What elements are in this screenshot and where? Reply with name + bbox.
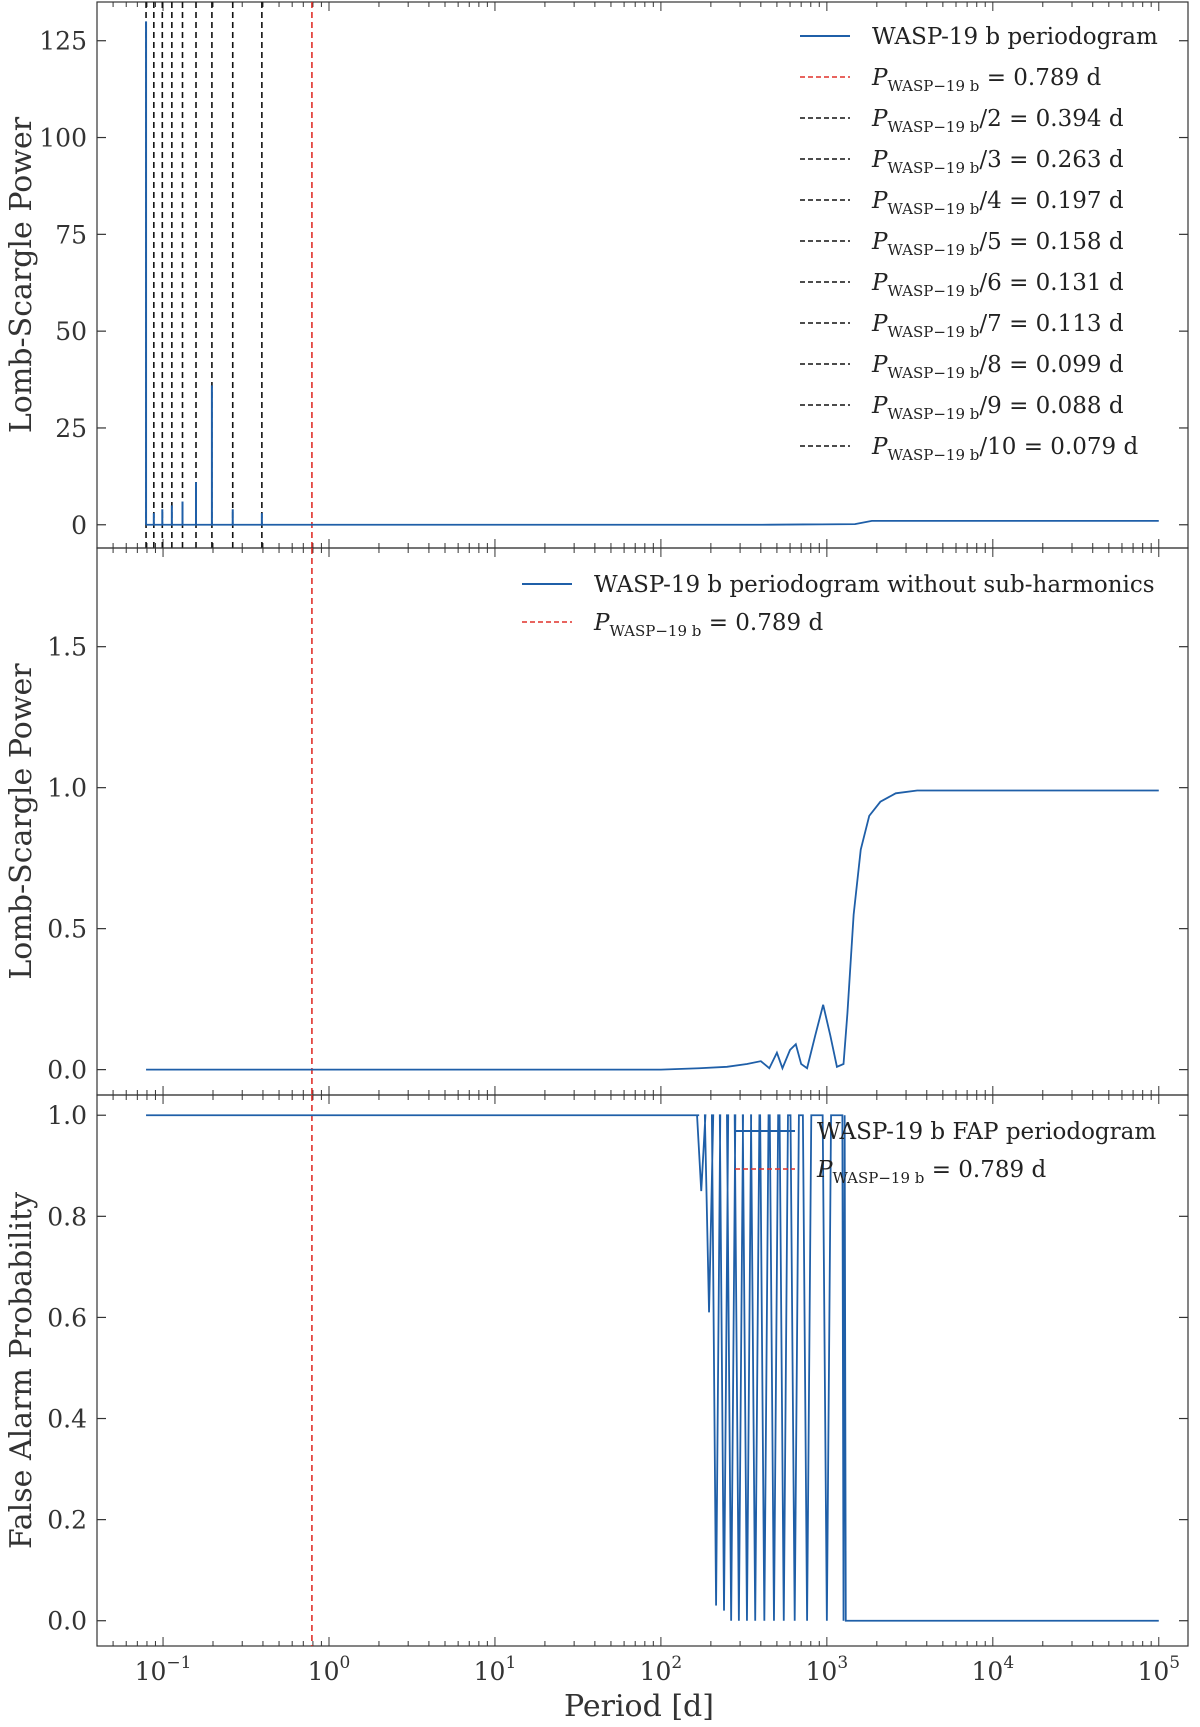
y-tick-label: 0.4 [47, 1405, 87, 1434]
legend-series-label: WASP-19 b FAP periodogram [817, 1119, 1156, 1145]
y-tick-label: 0.0 [47, 1607, 87, 1636]
legend-vline-label: PWASP−19 b/9 = 0.088 d [871, 393, 1124, 423]
y-tick-label: 0.2 [47, 1506, 87, 1535]
legend-vline-label: PWASP−19 b/7 = 0.113 d [871, 311, 1124, 341]
legend-vline-label: PWASP−19 b = 0.789 d [593, 610, 823, 640]
legend-vline-label: PWASP−19 b/6 = 0.131 d [871, 270, 1124, 300]
x-tick-label: 102 [640, 1653, 683, 1686]
panel-periodogram: 0 25 50 75 100 125 Lomb-Scargle Power WASP-19 b… [4, 1, 1189, 549]
panel-periodogram-no-subharmonics: 0.0 0.5 1.0 1.5 Lomb-Scargle Power WASP-19 b … [4, 547, 1189, 1096]
y-tick-label: 100 [39, 124, 87, 153]
y-tick-label: 0.6 [47, 1303, 87, 1332]
y-tick-label: 25 [55, 414, 87, 443]
y-tick-label: 75 [55, 220, 87, 249]
x-tick-label: 100 [308, 1653, 351, 1686]
x-tick-label: 101 [474, 1653, 517, 1686]
y-tick-label: 0.8 [47, 1202, 87, 1231]
y-tick-label: 0.0 [47, 1056, 87, 1085]
y-tick-label: 0.5 [47, 915, 87, 944]
legend: WASP-19 b periodogram PWASP−19 b = 0.789 … [800, 24, 1158, 464]
legend-vline-label: PWASP−19 b/8 = 0.099 d [871, 352, 1124, 382]
series-line [146, 1114, 1159, 1622]
y-tick-label: 125 [39, 27, 87, 56]
plot-frame [96, 1094, 1189, 1647]
x-tick-label: 104 [972, 1653, 1015, 1686]
legend: WASP-19 b periodogram without sub-harmon… [522, 572, 1155, 640]
y-axis-title: False Alarm Probability [4, 1192, 39, 1549]
y-tick-label: 0 [71, 511, 87, 540]
legend-vline-label: PWASP−19 b/5 = 0.158 d [871, 229, 1124, 259]
x-tick-label: 10−1 [135, 1653, 192, 1686]
legend-vline-label: PWASP−19 b/10 = 0.079 d [871, 434, 1138, 464]
y-tick-label: 1.0 [47, 1101, 87, 1130]
y-axis-title: Lomb-Scargle Power [4, 663, 39, 980]
x-tick-label: 103 [806, 1653, 849, 1686]
legend: WASP-19 b FAP periodogram PWASP−19 b = 0.… [735, 1119, 1156, 1187]
legend-vline-label: PWASP−19 b/4 = 0.197 d [871, 188, 1124, 218]
y-tick-label: 1.5 [47, 633, 87, 662]
series-line [146, 789, 1159, 1071]
legend-vline-label: PWASP−19 b = 0.789 d [816, 1157, 1046, 1187]
series-line [146, 519, 1159, 526]
panel-fap: 0.0 0.2 0.4 0.6 0.8 1.0 False Alarm Probabilit… [4, 1094, 1189, 1647]
x-tick-label: 105 [1137, 1653, 1180, 1686]
legend-vline-label: PWASP−19 b/2 = 0.394 d [871, 106, 1124, 136]
legend-series-label: WASP-19 b periodogram without sub-harmon… [594, 572, 1155, 598]
legend-vline-label: PWASP−19 b/3 = 0.263 d [871, 147, 1124, 177]
y-tick-label: 50 [55, 317, 87, 346]
y-tick-label: 1.0 [47, 774, 87, 803]
legend-series-label: WASP-19 b periodogram [872, 24, 1158, 50]
y-axis-title: Lomb-Scargle Power [4, 116, 39, 433]
x-axis-title: Period [d] [564, 1689, 714, 1724]
legend-vline-label: PWASP−19 b = 0.789 d [871, 65, 1101, 95]
